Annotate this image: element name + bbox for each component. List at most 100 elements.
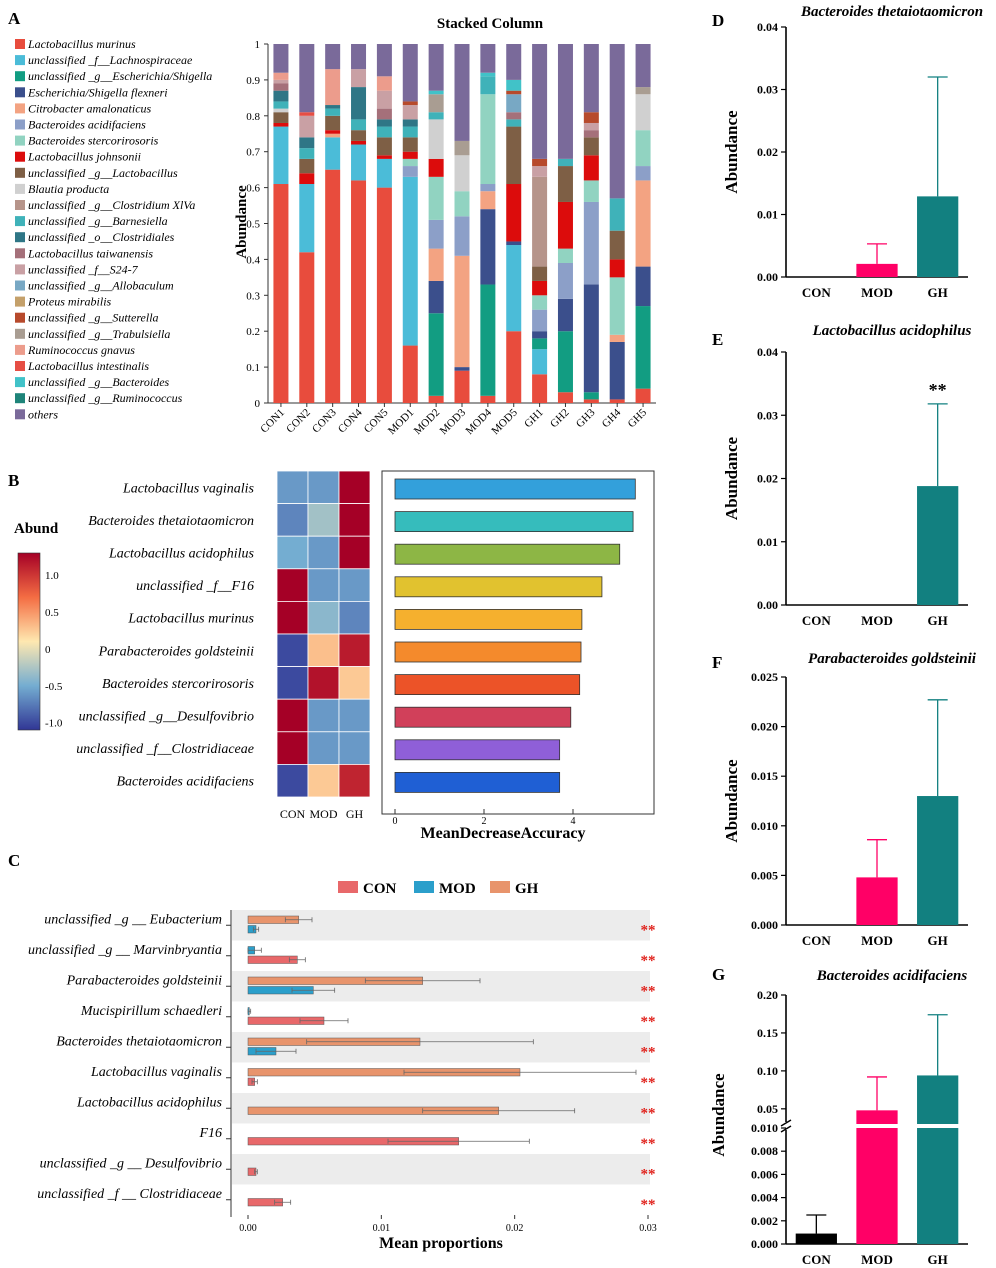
panel-c-xtick-3: 0.03: [639, 1223, 657, 1234]
heatmap-cell-7-CON: [276, 698, 309, 733]
panel-label-c: C: [8, 851, 20, 870]
panelE-xtick-CON: CON: [802, 613, 832, 628]
stack-seg-MOD1-23: [402, 44, 418, 102]
heatmap-cell-1-MOD: [307, 503, 340, 537]
panel-c-signif-2: **: [641, 983, 656, 999]
panel-c-xtick-1: 0.01: [373, 1223, 391, 1234]
panel-g-bar-chart: Bacteroides acidifaciens Abundance 0.000 0.…: [709, 968, 968, 1267]
stack-seg-MOD5-21: [506, 79, 522, 91]
stack-seg-MOD4-4: [480, 191, 496, 210]
panelG-bar-CON: [795, 1233, 837, 1244]
stack-seg-CON1-9: [273, 108, 289, 113]
stack-seg-CON2-20: [299, 112, 315, 116]
panel-c-row-label-5: Lactobacillus vaginalis: [90, 1065, 223, 1080]
panelF-ytick-0: 0.000: [751, 918, 778, 932]
heatmap-cell-9-MOD: [307, 764, 340, 798]
heatmap-row-label-5: Parabacteroides goldsteinii: [98, 644, 255, 659]
heatmap-row-label-4: Lactobacillus murinus: [127, 612, 254, 627]
heatmap-cell-4-GH: [338, 601, 371, 635]
stack-seg-MOD4-23: [480, 44, 496, 73]
panelG-ytick-low-5: 0.010: [751, 1121, 778, 1135]
stack-seg-MOD4-21: [480, 72, 496, 77]
panel-b-colorbar: [17, 552, 41, 731]
panelD-ytick-0: 0.00: [757, 270, 778, 284]
legend-swatch-22: [15, 393, 25, 404]
colorbar-tick-2: 0: [45, 644, 51, 656]
heatmap-cell-5-MOD: [307, 633, 340, 667]
panelF-ytick-4: 0.020: [751, 720, 778, 734]
stack-seg-GH2-23: [557, 44, 573, 159]
legend-label-9: Blautia producta: [28, 182, 109, 196]
stack-seg-GH1-7: [532, 280, 548, 296]
stack-seg-CON5-13: [376, 108, 392, 120]
panel-label-e: E: [712, 330, 723, 349]
panel-c-signif-7: **: [641, 1136, 656, 1152]
stack-seg-GH2-2: [557, 331, 573, 393]
stack-seg-CON2-14: [299, 115, 315, 138]
panel-c-legend: CON MOD GH: [338, 881, 539, 897]
stack-seg-MOD3-4: [454, 255, 470, 368]
panel-a-title: Stacked Column: [437, 16, 544, 32]
panel-c-row-label-6: Lactobacillus acidophilus: [76, 1095, 223, 1110]
stack-seg-CON5-8: [376, 137, 392, 156]
panelG-axis-break-mark-1: [780, 1119, 792, 1127]
stack-seg-MOD2-5: [428, 219, 444, 249]
stack-seg-GH2-7: [557, 201, 573, 249]
heatmap-cell-3-GH: [338, 568, 371, 602]
panel-b-importance-frame: [381, 470, 655, 815]
stack-seg-CON5-0: [376, 187, 392, 403]
importance-bar-3: [394, 576, 603, 598]
legend-label-23: others: [28, 407, 58, 421]
legend-swatch-17: [15, 312, 25, 323]
stack-seg-GH1-1: [532, 349, 548, 375]
stack-seg-MOD1-12: [402, 119, 418, 127]
heatmap-col-label-CON: CON: [280, 807, 306, 821]
panel-b-importance-bars: 0 2 4: [393, 478, 636, 827]
heatmap-cell-3-MOD: [307, 568, 340, 602]
legend-label-12: unclassified _o__Clostridiales: [28, 230, 175, 244]
panel-c-xlabel: Mean proportions: [379, 1235, 503, 1252]
stack-seg-CON3-19: [325, 69, 341, 106]
panelG-title: Bacteroides acidifaciens: [816, 968, 968, 984]
heatmap-cell-8-GH: [338, 731, 371, 765]
panelE-signif: **: [929, 380, 947, 400]
stack-seg-MOD1-17: [402, 101, 418, 106]
panel-label-b: B: [8, 471, 19, 490]
stack-seg-CON1-11: [273, 101, 289, 109]
panel-c-row-label-7: F16: [198, 1126, 222, 1141]
panel-c-signif-0: **: [641, 922, 656, 938]
panelF-title: Parabacteroides goldsteinii: [808, 651, 977, 667]
stack-seg-CON1-19: [273, 72, 289, 80]
legend-label-3: Escherichia/Shigella flexneri: [27, 85, 168, 99]
panel-label-d: D: [712, 11, 724, 30]
stack-seg-GH4-3: [609, 341, 625, 400]
stack-seg-CON5-12: [376, 119, 392, 127]
panelG-ytick-high-1: 0.10: [757, 1064, 778, 1078]
importance-bar-1: [394, 511, 634, 533]
panelD-xtick-GH: GH: [928, 285, 948, 300]
stack-seg-GH5-0: [635, 388, 651, 403]
legend-label-0: Lactobacillus murinus: [27, 37, 136, 51]
panel-a-xtick-CON4: CON4: [336, 406, 365, 435]
stack-seg-MOD5-7: [506, 184, 522, 242]
stack-seg-CON2-1: [299, 184, 315, 253]
panel-c-signif-3: **: [641, 1014, 656, 1030]
stack-seg-GH1-3: [532, 331, 548, 339]
stack-seg-MOD2-9: [428, 119, 444, 159]
importance-bar-5: [394, 641, 582, 663]
panelF-ylabel: Abundance: [722, 759, 741, 843]
stack-seg-MOD4-0: [480, 395, 496, 403]
panelF-bar-MOD: [856, 877, 898, 925]
stack-seg-GH3-23: [583, 44, 599, 113]
heatmap-cell-5-GH: [338, 633, 371, 667]
legend-label-17: unclassified _g__Sutterella: [28, 311, 159, 325]
stack-seg-CON3-23: [325, 44, 341, 70]
stack-seg-MOD1-8: [402, 137, 418, 152]
panelG-bar-lower-MOD: [856, 1128, 898, 1244]
stack-seg-GH2-0: [557, 392, 573, 403]
stack-seg-MOD3-5: [454, 216, 470, 256]
panelD-ytick-1: 0.01: [757, 208, 778, 222]
panel-c-row-label-0: unclassified _g __ Eubacterium: [44, 912, 222, 927]
panelG-xtick-GH: GH: [928, 1252, 948, 1267]
